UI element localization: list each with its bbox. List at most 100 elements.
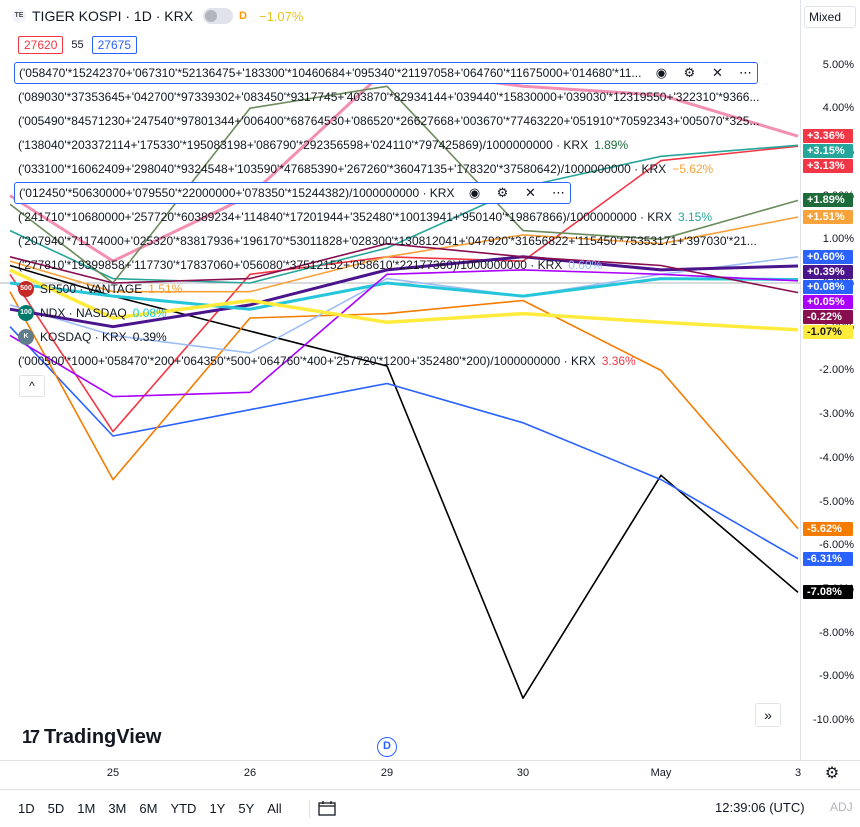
- series-value-badge: -5.62%: [803, 521, 853, 536]
- range-button-5d[interactable]: 5D: [47, 801, 65, 816]
- gear-icon[interactable]: ⚙: [824, 765, 840, 782]
- dividend-marker[interactable]: D: [377, 737, 397, 757]
- range-button-1d[interactable]: 1D: [18, 801, 35, 816]
- main-series-header: TE TIGER KOSPI · 1D · KRX D −1.07%: [12, 8, 303, 24]
- range-button-all[interactable]: All: [267, 801, 282, 816]
- eye-icon[interactable]: ◉: [655, 65, 668, 80]
- series-line-10[interactable]: [9, 277, 799, 311]
- legend-change: −5.62%: [672, 162, 714, 176]
- range-button-1m[interactable]: 1M: [77, 801, 96, 816]
- tradingview-logo-icon: 17: [22, 727, 40, 747]
- range-button-6m[interactable]: 6M: [139, 801, 158, 816]
- legend-row[interactable]: 500 SP500 · VANTAGE 1.51%: [14, 278, 186, 300]
- calendar-icon[interactable]: [308, 799, 336, 818]
- settings-icon[interactable]: ⚙: [683, 65, 696, 80]
- series-line-13[interactable]: [9, 268, 799, 332]
- price-tick-label: -8.00%: [819, 626, 854, 639]
- legend-change: 0.39%: [132, 330, 167, 344]
- legend-symbol[interactable]: ('207940'*71174000+'025320'*83817936+'19…: [18, 234, 757, 248]
- legend-row[interactable]: ('000500'*1000+'058470'*200+'064350'*500…: [14, 350, 640, 372]
- legend-symbol[interactable]: ('241710'*10680000+'257720'*60389234+'11…: [18, 210, 672, 224]
- symbol-logo: 500: [18, 281, 34, 297]
- legend-symbol[interactable]: SP500 · VANTAGE: [40, 282, 143, 296]
- market-status-icon: D: [239, 10, 247, 22]
- series-value-badge: +0.05%: [803, 294, 853, 309]
- legend-row[interactable]: ('138040'*203372114+'175330'*195083198+'…: [14, 134, 632, 156]
- legend-symbol[interactable]: ('033100'*16062409+'298040'*9324548+'103…: [18, 162, 667, 176]
- price-mode-button[interactable]: Mixed: [804, 6, 856, 28]
- time-tick-label: 29: [380, 767, 394, 779]
- legend-change: 3.15%: [677, 210, 713, 224]
- legend-row[interactable]: ('241710'*10680000+'257720'*60389234+'11…: [14, 206, 716, 228]
- legend-row[interactable]: ('005490'*84571230+'247540'*97801344+'00…: [14, 110, 763, 132]
- legend-symbol[interactable]: ('138040'*203372114+'175330'*195083198+'…: [18, 138, 589, 152]
- legend-symbol[interactable]: ('000500'*1000+'058470'*200+'064350'*500…: [18, 354, 596, 368]
- series-value-badge: +0.60%: [803, 249, 853, 264]
- range-button-3m[interactable]: 3M: [108, 801, 127, 816]
- time-tick-label: 3: [794, 767, 802, 779]
- price-tick-label: 4.00%: [822, 102, 854, 115]
- more-icon[interactable]: ⋯: [738, 65, 752, 80]
- legend-symbol[interactable]: NDX · NASDAQ: [40, 306, 127, 320]
- main-series-title[interactable]: TIGER KOSPI · 1D · KRX: [32, 8, 194, 24]
- visibility-toggle[interactable]: [203, 8, 234, 24]
- legend-change: 1.89%: [594, 138, 629, 152]
- legend-symbol[interactable]: ('058470'*15242370+'067310'*52136475+'18…: [19, 66, 642, 80]
- legend-row[interactable]: ('058470'*15242370+'067310'*52136475+'18…: [14, 62, 759, 84]
- legend-change: 1.51%: [148, 282, 183, 296]
- range-button-ytd[interactable]: YTD: [170, 801, 197, 816]
- spread-value: 55: [71, 39, 84, 51]
- time-tick-label: 25: [106, 767, 120, 779]
- legend-symbol[interactable]: KOSDAQ · KRX: [40, 330, 127, 344]
- buy-price-button[interactable]: 27675: [91, 36, 137, 54]
- series-line-9[interactable]: [9, 255, 799, 329]
- price-tick-label: 1.00%: [822, 233, 854, 246]
- series-line-2[interactable]: [9, 291, 799, 530]
- settings-icon[interactable]: ⚙: [496, 185, 509, 200]
- legend-row[interactable]: ('207940'*71174000+'025320'*83817936+'19…: [14, 230, 761, 252]
- legend-symbol[interactable]: ('005490'*84571230+'247540'*97801344+'00…: [18, 114, 760, 128]
- legend-row[interactable]: ('033100'*16062409+'298040'*9324548+'103…: [14, 158, 717, 180]
- range-button-5y[interactable]: 5Y: [238, 801, 255, 816]
- price-scale[interactable]: 5.00%4.00%3.00%2.00%1.00%0.00%-1.00%-2.0…: [800, 0, 860, 760]
- legend-symbol[interactable]: ('089030'*37353645+'042700'*97339302+'08…: [18, 90, 760, 104]
- tradingview-logo[interactable]: 17 TradingView: [22, 726, 161, 749]
- series-line-12[interactable]: [9, 242, 799, 294]
- series-value-badge: -7.08%: [803, 585, 853, 600]
- series-value-badge: +0.08%: [803, 279, 853, 294]
- price-tick-label: -9.00%: [819, 670, 854, 683]
- legend-row[interactable]: K KOSDAQ · KRX 0.39%: [14, 326, 171, 348]
- legend-row[interactable]: ('277810'*19399858+'117730'*17837060+'05…: [14, 254, 606, 276]
- price-tick-label: -2.00%: [819, 364, 854, 377]
- series-line-11[interactable]: [9, 269, 799, 398]
- legend-row[interactable]: ('012450'*50630000+'079550'*22000000+'07…: [14, 182, 572, 204]
- legend-symbol[interactable]: ('012450'*50630000+'079550'*22000000+'07…: [19, 186, 455, 200]
- legend-change: 3.36%: [601, 354, 636, 368]
- more-icon[interactable]: ⋯: [551, 185, 565, 200]
- bid-ask-row: 27620 55 27675: [18, 36, 137, 54]
- collapse-legend-button[interactable]: ^: [19, 375, 45, 397]
- price-tick-label: -5.00%: [819, 495, 854, 508]
- range-button-1y[interactable]: 1Y: [209, 801, 226, 816]
- series-line-7[interactable]: [9, 216, 799, 293]
- series-line-5[interactable]: [9, 144, 799, 284]
- brand-name: TradingView: [44, 726, 162, 748]
- series-line-1[interactable]: [9, 326, 799, 560]
- legend-row[interactable]: ('089030'*37353645+'042700'*97339302+'08…: [14, 86, 763, 108]
- series-value-badge: +3.13%: [803, 159, 853, 174]
- sell-price-button[interactable]: 27620: [18, 36, 64, 54]
- time-tick-label: 26: [243, 767, 257, 779]
- legend-row[interactable]: 100 NDX · NASDAQ 0.08%: [14, 302, 171, 324]
- close-icon[interactable]: ✕: [711, 65, 723, 80]
- eye-icon[interactable]: ◉: [468, 185, 481, 200]
- series-value-badge: +3.15%: [803, 144, 853, 159]
- legend-change: 0.08%: [132, 306, 167, 320]
- series-value-badge: -6.31%: [803, 551, 853, 566]
- symbol-logo: K: [18, 329, 34, 345]
- scroll-to-realtime-button[interactable]: »: [755, 703, 781, 727]
- close-icon[interactable]: ✕: [525, 185, 536, 200]
- legend-symbol[interactable]: ('277810'*19399858+'117730'*17837060+'05…: [18, 258, 563, 272]
- clock[interactable]: 12:39:06 (UTC): [715, 800, 805, 815]
- time-axis[interactable]: 25 26 29 30 May 3: [0, 760, 860, 788]
- adjust-button[interactable]: ADJ: [830, 800, 853, 814]
